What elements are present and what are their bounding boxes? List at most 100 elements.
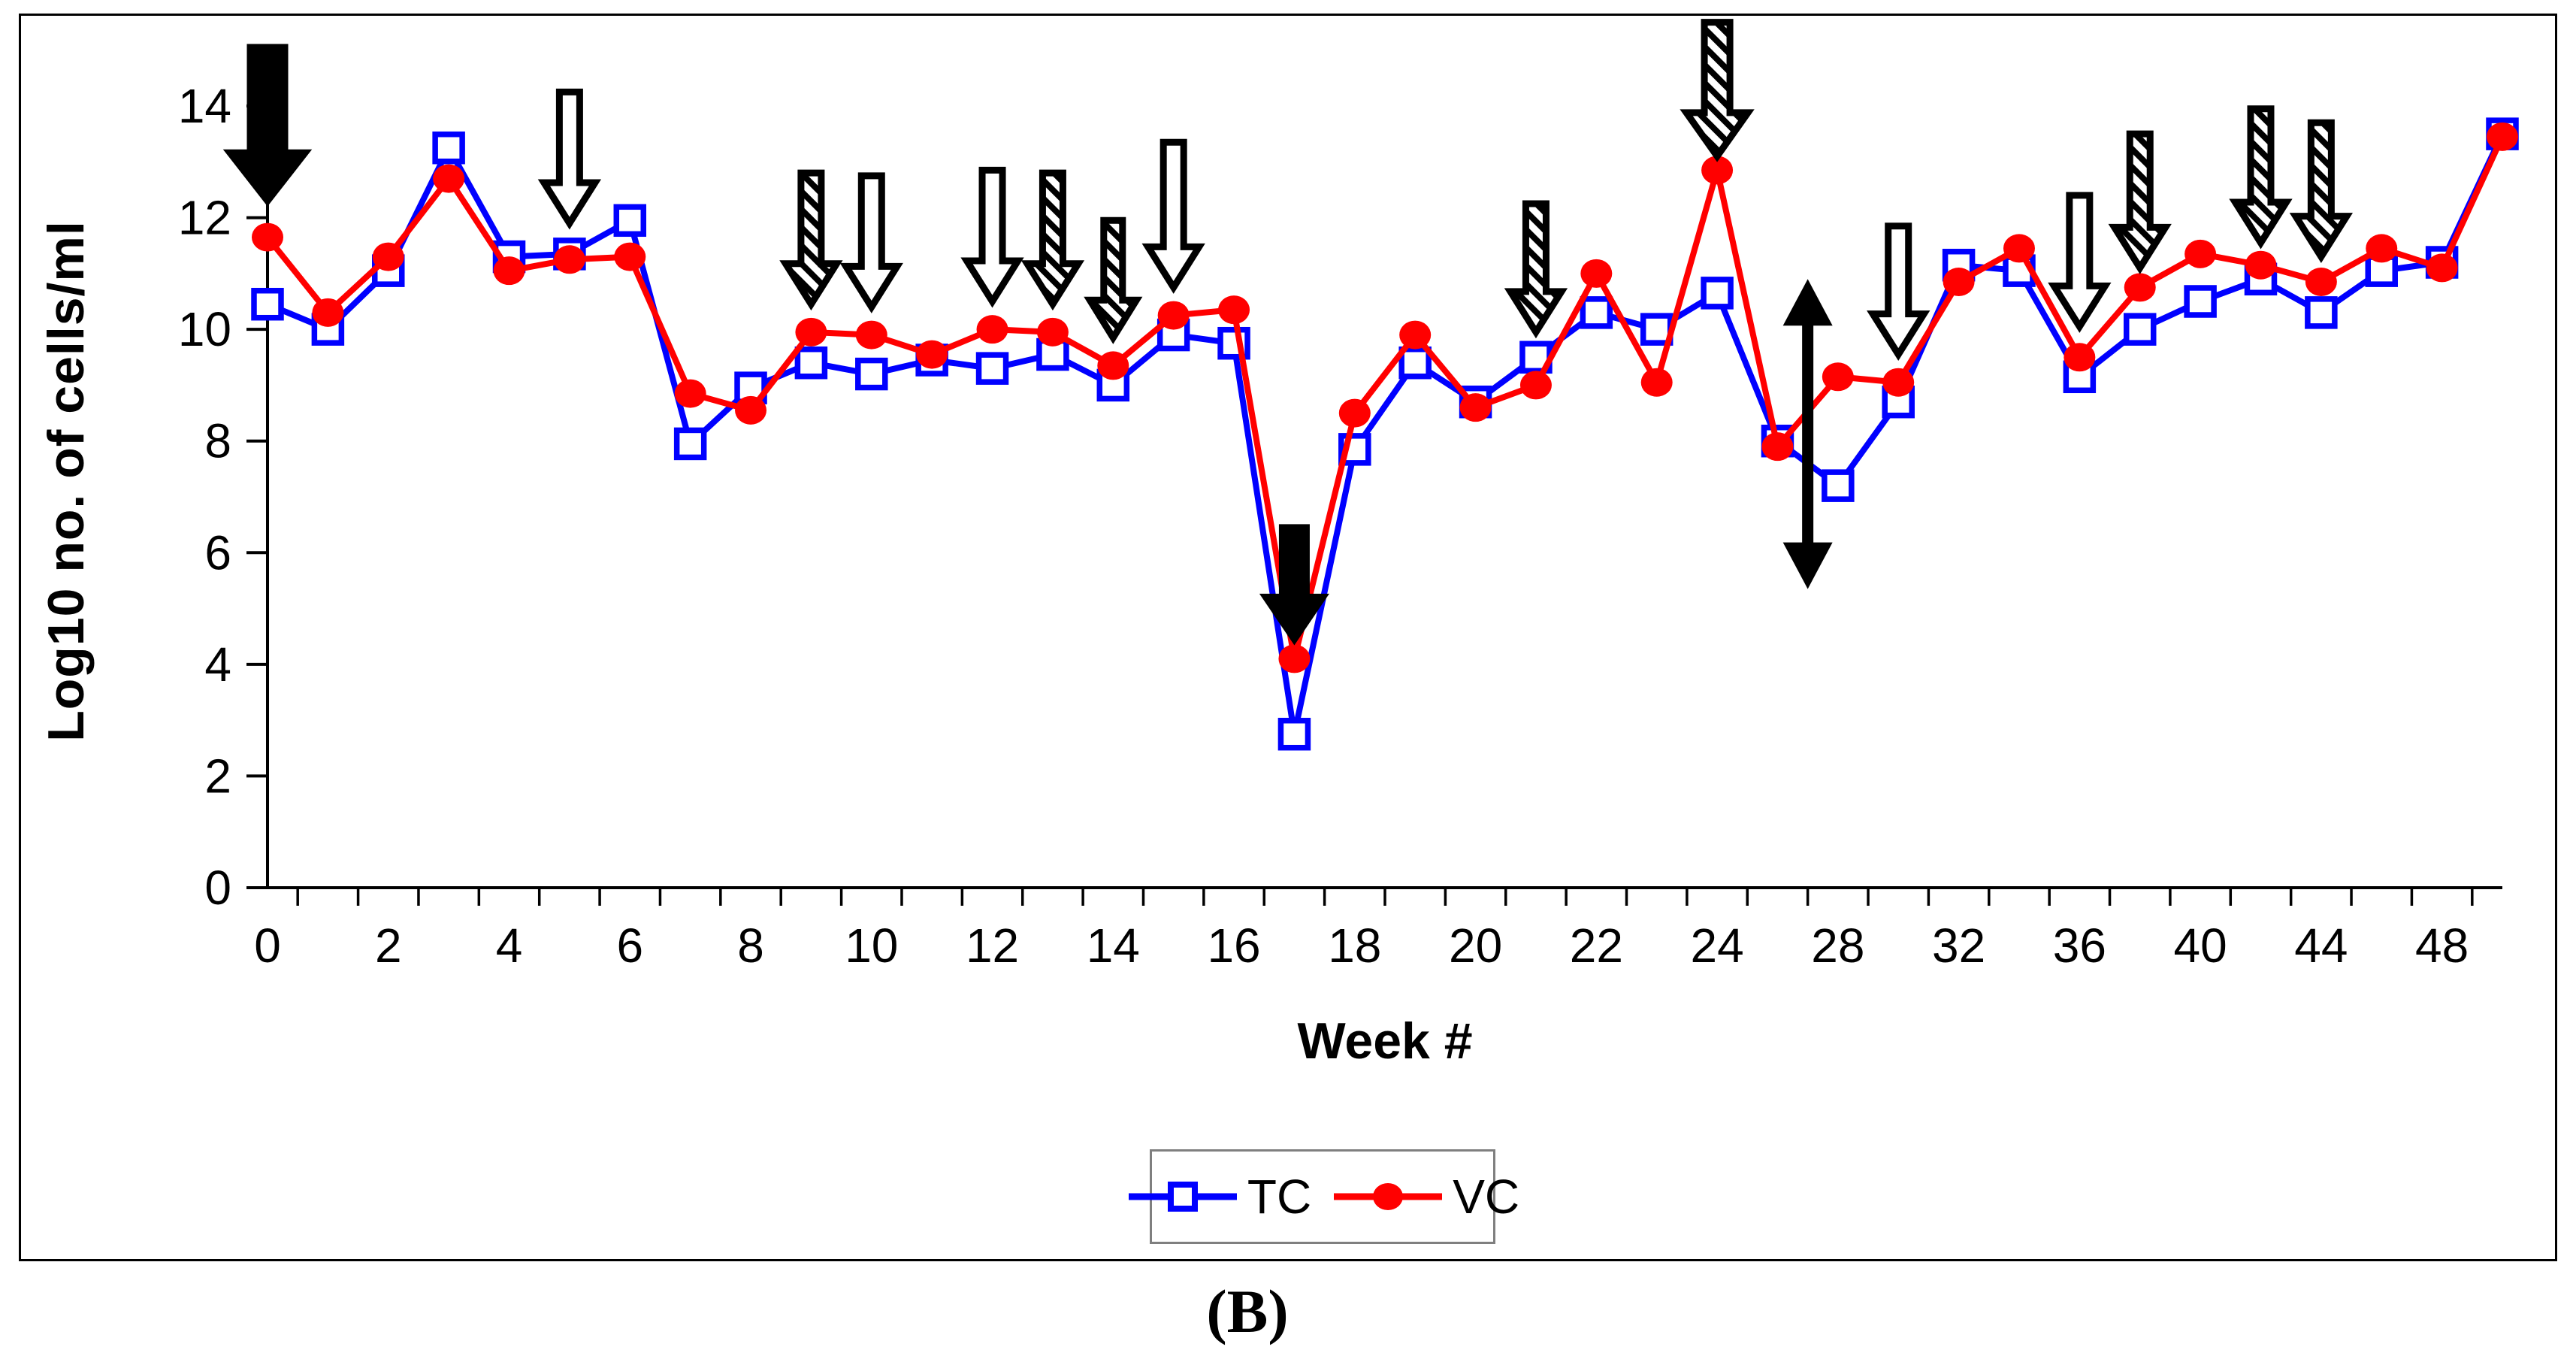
vc-marker [1580,259,1613,288]
hatched-arrow-week-24 [1680,19,1755,162]
hatched-arrow-week-21 [1504,200,1568,339]
vc-marker [2366,234,2398,263]
x-tick-label: 16 [1207,919,1260,973]
x-tick-label: 44 [2294,919,2348,973]
tc-marker [2123,313,2157,346]
vc-marker [1278,644,1311,673]
y-tick-label: 6 [204,525,231,580]
vc-marker [916,340,948,369]
open-arrow-week-5 [537,88,602,230]
vc-marker [2426,253,2458,283]
hatched-arrow-week-42 [2229,105,2293,250]
vc-marker [735,395,767,425]
vc-marker [1097,351,1129,380]
y-tick-label: 8 [204,414,231,468]
tc-marker [855,357,888,391]
figure-caption: (B) [1206,1277,1289,1345]
x-tick-label: 6 [616,919,643,973]
x-tick-label: 12 [966,919,1019,973]
vc-marker [1943,268,1975,296]
vc-marker [372,242,404,271]
vc-marker [795,317,827,347]
vc-marker [1459,393,1492,422]
vc-marker [2124,273,2156,302]
y-axis-title: Log10 no. of cells/ml [38,220,95,742]
x-tick-label: 28 [1811,919,1864,973]
x-tick-label: 36 [2053,919,2106,973]
vc-marker [433,164,465,193]
vc-series-line [265,135,2505,662]
vc-marker [1822,362,1854,392]
x-tick-label: 32 [1932,919,1985,973]
y-tick-label: 0 [204,861,231,915]
tc-marker [1701,277,1734,310]
solid-arrow-week-17 [1259,524,1329,646]
vc-marker [2245,250,2277,280]
tc-marker [673,427,707,461]
hatched-arrow-week-38 [2108,130,2172,274]
vc-marker [2305,268,2337,296]
x-tick-label: 2 [375,919,402,973]
vc-marker [2003,234,2035,263]
vc-marker [1519,371,1552,400]
x-tick-label: 48 [2415,919,2469,973]
double-arrow-down-head [1782,542,1833,589]
hatched-arrow-week-14 [1084,216,1143,344]
y-tick-label: 14 [178,79,231,133]
tc-marker [975,352,1009,385]
vc-marker [252,222,283,252]
legend: TC VC [1128,1149,1519,1244]
vc-marker [2184,239,2217,268]
open-arrow-week-12 [960,166,1024,308]
vc-marker [493,256,525,286]
data-series [251,117,2519,751]
vc-marker [1036,317,1069,347]
vc-marker [1701,156,1734,185]
x-tick-label: 22 [1570,919,1623,973]
tc-marker [251,287,284,321]
vc-marker [1338,398,1371,428]
x-tick-label: 8 [737,919,764,973]
x-tick-label: 14 [1087,919,1140,973]
open-arrow-week-30 [1867,222,1930,362]
x-tick-label: 4 [496,919,523,973]
vc-marker [1399,320,1432,350]
tc-marker [1398,346,1432,380]
vc-marker [855,320,887,350]
vc-marker [312,298,344,327]
tc-marker [794,346,828,380]
annotation-arrows [222,19,2354,646]
y-tick-label: 12 [178,191,231,245]
tc-legend-marker-icon [1128,1182,1237,1212]
x-tick-label: 18 [1328,919,1381,973]
vc-marker [674,379,706,408]
legend-label-vc: VC [1453,1170,1520,1224]
x-tick-label: 0 [254,919,281,973]
open-arrow-week-10 [839,172,903,313]
vc-marker [976,315,1008,344]
hatched-arrow-week-9 [779,169,843,311]
vc-legend-marker-icon [1334,1183,1443,1210]
y-tick-label: 10 [178,302,231,356]
vc-marker [1882,368,1915,397]
x-tick-label: 40 [2174,919,2227,973]
tc-marker [2184,285,2217,318]
double-arrow-up-head [1782,279,1833,326]
open-arrow-week-36 [2048,192,2112,333]
legend-entry-vc: VC [1331,1169,1519,1224]
legend-entry-tc: TC [1126,1169,1311,1224]
y-tick-label: 4 [204,637,231,692]
tc-marker [613,204,647,238]
vc-marker [1640,368,1673,397]
open-arrow-week-15 [1141,138,1205,294]
tc-marker [1277,717,1311,751]
double-headed-arrow [1782,279,1833,589]
x-tick-label: 20 [1449,919,1502,973]
x-tick-label: 24 [1690,919,1743,973]
vc-marker [1761,432,1794,462]
hatched-arrow-week-13 [1020,169,1085,311]
tc-marker [432,131,465,165]
